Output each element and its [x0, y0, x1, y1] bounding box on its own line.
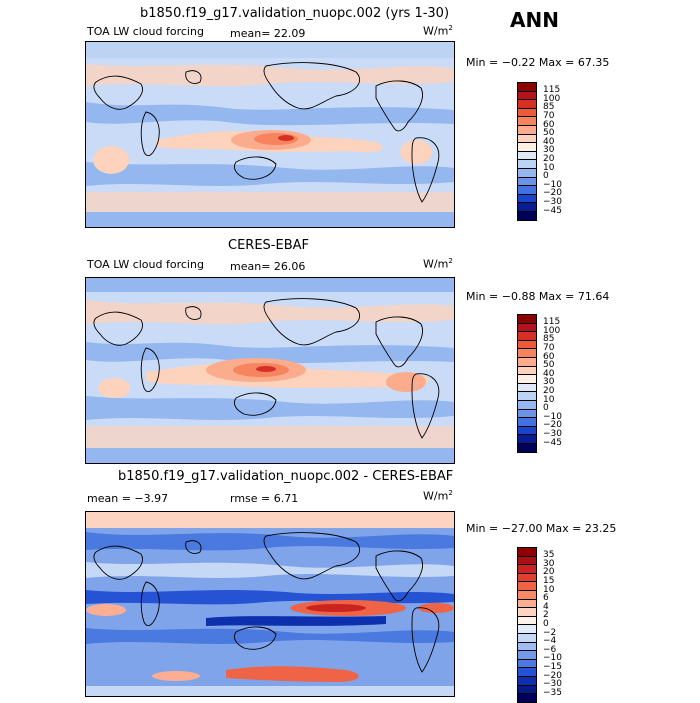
colorbar-tick-label: −30	[543, 428, 562, 439]
colorbar-tick-label: 85	[543, 334, 555, 345]
colorbar-tick-label: 0	[543, 171, 549, 182]
colorbar-tick-label: 40	[543, 368, 555, 379]
colorbar-tick-label: 70	[543, 110, 555, 121]
colorbar-tick-label: 40	[543, 136, 555, 147]
colorbar-tick-label: 35	[543, 550, 555, 561]
colorbar-tick-label: 20	[543, 153, 555, 164]
colorbar-tick-label: −10	[543, 653, 562, 664]
colorbar-tick-label: 60	[543, 119, 555, 130]
colorbar-tick-label: 10	[543, 162, 555, 173]
colorbar-tick-label: −4	[543, 636, 557, 647]
colorbar-tick-label: 30	[543, 377, 555, 388]
colorbar-cell	[517, 443, 537, 453]
units-label-model: W/m2	[423, 24, 453, 38]
colorbar-tick-label: −35	[543, 687, 562, 698]
colorbar-tick-label: −30	[543, 196, 562, 207]
colorbar-tick-label: 4	[543, 601, 549, 612]
minmax-label-model: Min = −0.22 Max = 67.35	[466, 56, 610, 69]
map-obs	[85, 277, 455, 464]
colorbar-tick-label: 50	[543, 128, 555, 139]
map-model	[85, 41, 455, 228]
colorbar-tick-label: −45	[543, 437, 562, 448]
panel-title-diff: b1850.f19_g17.validation_nuopc.002 - CER…	[118, 469, 454, 484]
colorbar-tick-label: 0	[543, 618, 549, 629]
colorbar-tick-label: −15	[543, 661, 562, 672]
map-diff	[85, 511, 455, 697]
variable-label-obs: TOA LW cloud forcing	[87, 258, 204, 271]
colorbar-tick-label: 115	[543, 317, 561, 328]
panel-title-obs: CERES-EBAF	[228, 238, 309, 253]
mean-label-diff: mean = −3.97	[87, 492, 169, 505]
panel-title-model: b1850.f19_g17.validation_nuopc.002 (yrs …	[140, 6, 450, 21]
season-label: ANN	[510, 8, 559, 32]
colorbar-tick-label: 60	[543, 351, 555, 362]
colorbar-tick-label: 2	[543, 610, 549, 621]
colorbar-tick-label: −20	[543, 670, 562, 681]
units-label-obs: W/m2	[423, 257, 453, 271]
colorbar-tick-label: −20	[543, 188, 562, 199]
mean-label-obs: mean= 26.06	[230, 260, 306, 273]
colorbar-tick-label: 100	[543, 93, 561, 104]
colorbar-tick-label: 70	[543, 342, 555, 353]
colorbar-tick-label: −10	[543, 411, 562, 422]
colorbar-tick-label: −10	[543, 179, 562, 190]
colorbar-tick-label: 20	[543, 567, 555, 578]
colorbar-cell	[517, 693, 537, 703]
colorbar-tick-label: 20	[543, 385, 555, 396]
colorbar-tick-label: −6	[543, 644, 557, 655]
minmax-label-diff: Min = −27.00 Max = 23.25	[466, 522, 617, 535]
colorbar-tick-label: −2	[543, 627, 557, 638]
variable-label-model: TOA LW cloud forcing	[87, 25, 204, 38]
colorbar-tick-label: 85	[543, 102, 555, 113]
colorbar-tick-label: −30	[543, 679, 562, 690]
colorbar-tick-label: −45	[543, 205, 562, 216]
colorbar-tick-label: 10	[543, 584, 555, 595]
colorbar-tick-label: 10	[543, 394, 555, 405]
rmse-label-diff: rmse = 6.71	[230, 492, 299, 505]
colorbar-tick-label: 15	[543, 575, 555, 586]
colorbar-tick-label: 30	[543, 558, 555, 569]
minmax-label-obs: Min = −0.88 Max = 71.64	[466, 290, 610, 303]
colorbar-tick-label: 100	[543, 325, 561, 336]
colorbar-tick-label: −20	[543, 420, 562, 431]
units-label-diff: W/m2	[423, 489, 453, 503]
colorbar-tick-label: 6	[543, 593, 549, 604]
colorbar-tick-label: 0	[543, 403, 549, 414]
colorbar-tick-label: 50	[543, 360, 555, 371]
colorbar-tick-label: 30	[543, 145, 555, 156]
mean-label-model: mean= 22.09	[230, 27, 306, 40]
colorbar-tick-label: 115	[543, 85, 561, 96]
colorbar-cell	[517, 211, 537, 221]
